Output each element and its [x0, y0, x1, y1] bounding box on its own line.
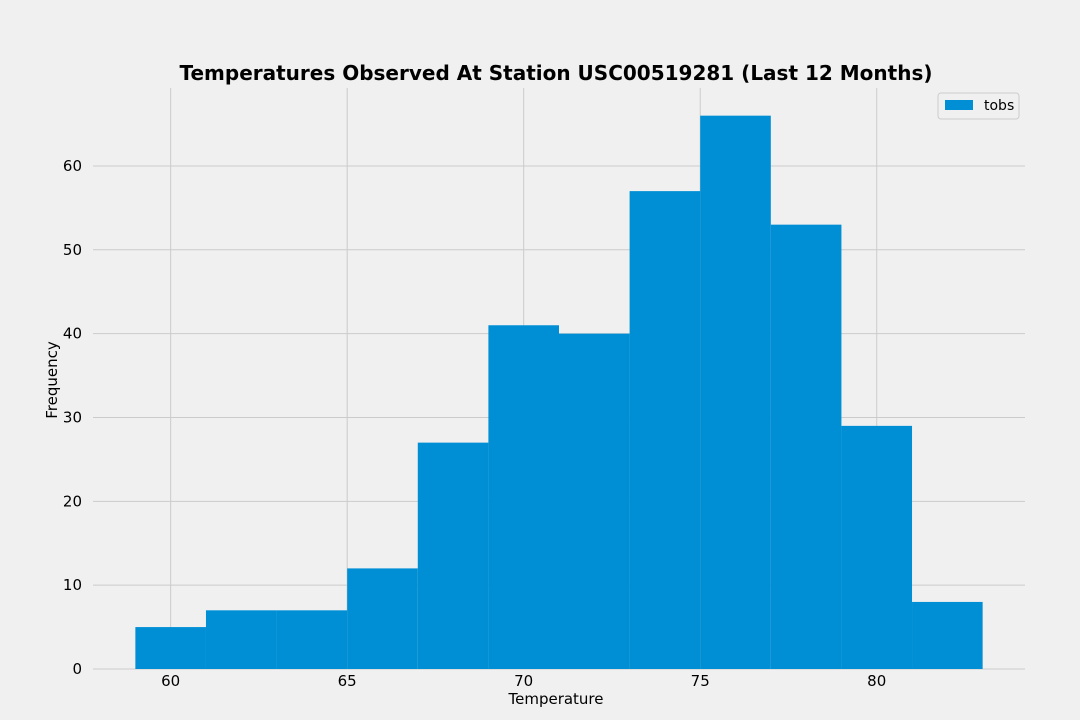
y-tick-label: 40 — [63, 325, 82, 343]
y-tick-label: 20 — [63, 492, 82, 510]
y-tick-label: 30 — [63, 408, 82, 426]
legend-label-tobs: tobs — [984, 98, 1014, 114]
histogram-bar — [912, 601, 983, 669]
y-tick-label: 10 — [63, 576, 82, 594]
histogram-bar — [629, 191, 701, 669]
chart-title: Temperatures Observed At Station USC0051… — [179, 61, 932, 85]
legend-swatch-tobs — [945, 100, 973, 110]
histogram-bar — [700, 115, 771, 669]
histogram-bar — [488, 325, 559, 669]
histogram-bar — [559, 333, 630, 669]
legend: tobs — [937, 92, 1020, 120]
y-tick-label: 60 — [63, 157, 82, 175]
y-tick-label: 50 — [63, 241, 82, 259]
x-tick-label: 70 — [514, 672, 533, 690]
x-tick-label: 80 — [867, 672, 886, 690]
x-tick-label: 65 — [338, 672, 357, 690]
y-axis-label: Frequency — [43, 341, 61, 419]
histogram-bar — [841, 425, 913, 669]
histogram-bar — [347, 568, 418, 669]
legend-box — [937, 92, 1020, 120]
histogram-bar — [205, 610, 277, 669]
histogram-bars — [135, 115, 983, 670]
histogram-bar — [276, 610, 348, 669]
x-tick-label: 60 — [161, 672, 180, 690]
tick-labels: 60 65 70 75 80 0 10 20 30 40 50 60 — [63, 157, 886, 690]
y-tick-label: 0 — [72, 660, 82, 678]
histogram-bar — [417, 442, 489, 669]
histogram-bar — [770, 224, 842, 670]
x-tick-label: 75 — [691, 672, 710, 690]
histogram-bar — [135, 627, 206, 669]
x-axis-label: Temperature — [507, 690, 603, 708]
